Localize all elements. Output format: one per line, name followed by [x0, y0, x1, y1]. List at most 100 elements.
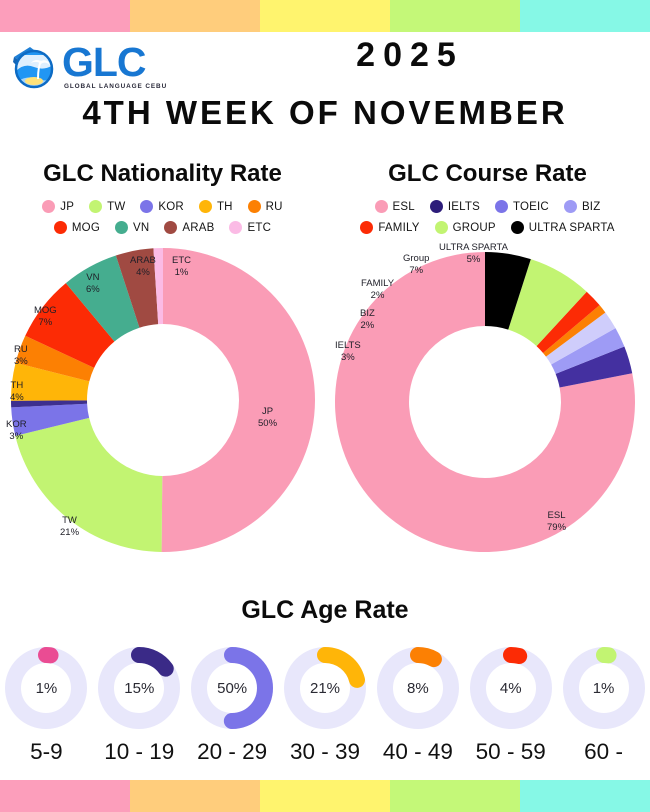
legend-item-vn[interactable]: VN — [114, 221, 150, 234]
age-gauge-60-[interactable]: 1% — [558, 642, 650, 734]
year-title: 2025 — [356, 36, 464, 74]
legend-label: VN — [132, 221, 150, 234]
legend-item-mog[interactable]: MOG — [53, 221, 100, 234]
legend-item-biz[interactable]: BIZ — [563, 200, 601, 213]
gauge-ring: 1% — [0, 642, 92, 734]
week-subtitle: 4TH WEEK OF NOVEMBER — [82, 94, 568, 131]
legend-dot-icon — [198, 200, 212, 213]
donut-slice-group[interactable] — [508, 259, 587, 347]
age-label-30-39: 30 - 39 — [289, 739, 361, 764]
legend-item-tw[interactable]: TW — [89, 200, 125, 213]
donut-slice-family-orange[interactable] — [543, 305, 606, 357]
gauge-ring: 21% — [279, 642, 371, 734]
legend-item-toeic[interactable]: TOEIC — [495, 200, 549, 213]
donut-slice-vn[interactable] — [65, 255, 140, 342]
gauge-ring: 50% — [186, 642, 278, 734]
donut-slice-kor[interactable] — [11, 403, 90, 436]
slice-label-vn: VN 6% — [86, 272, 100, 295]
legend-dot-icon — [434, 221, 448, 234]
legend-dot-icon — [42, 200, 56, 213]
legend-dot-icon — [360, 221, 374, 234]
globe-palm-logo-icon — [8, 41, 60, 93]
donut-slice-ultra-sparta[interactable] — [485, 252, 531, 330]
slice-label-group: Group 7% — [403, 253, 430, 276]
legend-label: KOR — [158, 200, 184, 213]
slice-label-ru: RU 3% — [14, 344, 28, 367]
gauge-value: 15% — [124, 679, 155, 697]
legend-item-arab[interactable]: ARAB — [164, 221, 214, 234]
donut-slice-family[interactable] — [536, 291, 600, 353]
legend-label: FAMILY — [378, 221, 420, 234]
slice-label-th: TH 4% — [10, 380, 24, 403]
legend-dot-icon — [89, 200, 103, 213]
age-gauge-30-39[interactable]: 21% — [279, 642, 371, 734]
age-gauge-50-59[interactable]: 4% — [465, 642, 557, 734]
legend-dot-icon — [495, 200, 508, 213]
donut-slice-ru[interactable] — [15, 335, 95, 382]
gauge-svg — [284, 647, 366, 729]
legend-item-ultra-sparta[interactable]: ULTRA SPARTA — [510, 221, 615, 234]
slice-label-kor: KOR 3% — [6, 419, 27, 442]
course-title: GLC Course Rate — [388, 160, 587, 187]
legend-item-th[interactable]: TH — [198, 200, 233, 213]
gauge-arc — [562, 647, 645, 729]
legend-item-ru[interactable]: RU — [247, 200, 283, 213]
gauge-arc — [191, 647, 274, 729]
legend-item-group[interactable]: GROUP — [434, 221, 496, 234]
age-gauge-5-9[interactable]: 1% — [0, 642, 92, 734]
legend-item-family[interactable]: FAMILY — [360, 221, 419, 234]
gauge-svg — [376, 647, 459, 729]
color-band-1 — [0, 0, 130, 32]
slice-label-arab: ARAB 4% — [130, 255, 156, 278]
age-gauge-10-19[interactable]: 15% — [93, 642, 185, 734]
donut-slice-etc[interactable] — [153, 248, 163, 325]
legend-label: ULTRA SPARTA — [528, 221, 615, 234]
slice-label-jp: JP 50% — [258, 406, 278, 429]
donut-slice-divider[interactable] — [11, 400, 88, 408]
legend-item-ielts[interactable]: IELTS — [429, 200, 480, 213]
course-donut-chart: ESL 79% IELTS 3% BIZ 2% FAMILY 2% Group 7% ULTRA S… — [325, 242, 650, 572]
logo-wordmark: GLC GLOBAL LANGUAGE CEBU — [62, 42, 168, 91]
donut-slice-th[interactable] — [11, 362, 90, 401]
bottom-color-band — [0, 780, 650, 812]
age-label-5-9: 5-9 — [30, 739, 63, 764]
donut-slice-jp[interactable] — [161, 248, 316, 552]
age-label-50-59: 50 - 59 — [475, 739, 546, 764]
nationality-legend: JP TW KOR TH RU MOG VN ARAB ETC — [0, 200, 325, 234]
course-panel: GLC Course Rate ESL IELTS TOEIC BIZ FAMILY GR… — [325, 150, 650, 600]
age-gauge-40-49[interactable]: 8% — [372, 642, 464, 734]
gauge-ring: 1% — [558, 642, 650, 734]
donut-slice-arab[interactable] — [115, 248, 159, 328]
age-title: GLC Age Rate — [241, 596, 409, 624]
gauge-ring: 8% — [372, 642, 464, 734]
slice-label-tw: TW 21% — [60, 515, 80, 538]
gauge-arc — [98, 647, 181, 729]
legend-dot-icon — [247, 200, 261, 213]
gauge-arc — [469, 647, 552, 729]
legend-item-esl[interactable]: ESL — [374, 200, 415, 213]
logo-subtitle: GLOBAL LANGUAGE CEBU — [64, 83, 168, 91]
legend-label: ETC — [247, 221, 272, 234]
gauge-value: 21% — [309, 679, 341, 697]
donut-svg — [11, 248, 316, 552]
legend-item-jp[interactable]: JP — [42, 200, 74, 213]
legend-dot-icon — [229, 221, 243, 234]
slice-label-esl: ESL 79% — [547, 510, 567, 533]
donut-slice-mog[interactable] — [25, 283, 115, 368]
legend-label: MOG — [71, 221, 100, 234]
donut-slice-toeic[interactable] — [551, 328, 625, 374]
donut-slice-esl[interactable] — [334, 252, 635, 552]
nationality-title: GLC Nationality Rate — [43, 160, 282, 187]
legend-item-kor[interactable]: KOR — [140, 200, 184, 213]
donut-slice-tw[interactable] — [15, 417, 163, 552]
age-label-60-: 60 - — [584, 739, 623, 764]
age-gauge-20-29[interactable]: 50% — [186, 642, 278, 734]
gauge-value: 1% — [592, 679, 615, 697]
color-band-4 — [390, 780, 520, 812]
donut-slice-ielts[interactable] — [555, 346, 633, 388]
gauge-svg — [191, 647, 274, 729]
age-label-10-19: 10 - 19 — [104, 739, 175, 764]
gauge-ring: 15% — [93, 642, 185, 734]
donut-slice-biz[interactable] — [545, 312, 616, 365]
legend-item-etc[interactable]: ETC — [229, 221, 271, 234]
